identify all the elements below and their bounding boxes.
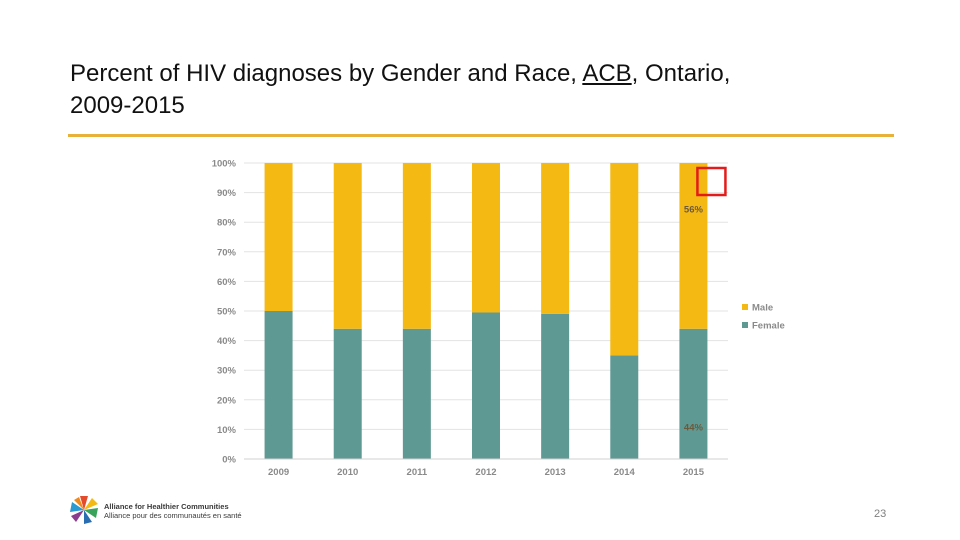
title-underlined-text: ACB (582, 60, 632, 87)
title-divider (68, 134, 894, 137)
bar-male-2013 (541, 163, 570, 314)
slide-title: Percent of HIV diagnoses by Gender and R… (70, 58, 870, 122)
y-tick-label: 0% (222, 455, 236, 466)
bar-male-2015 (679, 163, 708, 329)
y-tick-label: 100% (212, 159, 237, 170)
legend-label-female: Female (752, 321, 785, 332)
y-tick-label: 70% (217, 247, 237, 258)
y-tick-label: 30% (217, 366, 237, 377)
logo-line-1: Alliance for Healthier Communities (104, 502, 229, 511)
bar-male-2014 (610, 163, 639, 356)
highlight-box (696, 166, 727, 197)
bar-female-2009 (264, 311, 293, 459)
x-tick-label: 2011 (407, 467, 428, 478)
y-tick-label: 80% (217, 218, 237, 229)
logo-line-2: Alliance pour des communautés en santé (104, 511, 242, 520)
bar-female-2010 (333, 328, 362, 459)
y-tick-label: 40% (217, 336, 237, 347)
bar-male-2010 (333, 163, 362, 329)
legend-swatch-female (742, 322, 748, 328)
x-tick-label: 2014 (614, 467, 636, 478)
logo-text: Alliance for Healthier Communities Allia… (104, 502, 242, 520)
bar-female-2014 (610, 355, 639, 459)
bar-female-2013 (541, 313, 570, 459)
bar-male-2012 (472, 163, 500, 313)
data-label-male: 56% (684, 205, 704, 216)
x-tick-label: 2013 (545, 467, 566, 478)
y-tick-label: 10% (217, 425, 237, 436)
title-text-end: , Ontario, (631, 60, 731, 87)
y-tick-label: 50% (217, 307, 237, 318)
legend-swatch-male (742, 304, 748, 310)
x-tick-label: 2012 (475, 467, 496, 478)
data-label-female: 44% (684, 422, 704, 433)
bar-female-2011 (402, 328, 431, 459)
x-tick-label: 2015 (683, 467, 705, 478)
page-number: 23 (874, 508, 887, 520)
bar-female-2012 (472, 312, 500, 459)
legend-label-male: Male (752, 303, 773, 314)
title-line-2: 2009-2015 (70, 92, 185, 119)
bar-male-2009 (264, 163, 293, 311)
bar-female-2015 (679, 328, 708, 459)
x-tick-label: 2009 (268, 467, 289, 478)
y-tick-label: 90% (217, 188, 237, 199)
y-tick-label: 20% (217, 395, 237, 406)
y-tick-label: 60% (217, 277, 237, 288)
title-text: Percent of HIV diagnoses by Gender and R… (70, 60, 583, 87)
x-tick-label: 2010 (337, 467, 358, 478)
alliance-logo-icon (70, 496, 98, 524)
bar-male-2011 (402, 163, 431, 329)
